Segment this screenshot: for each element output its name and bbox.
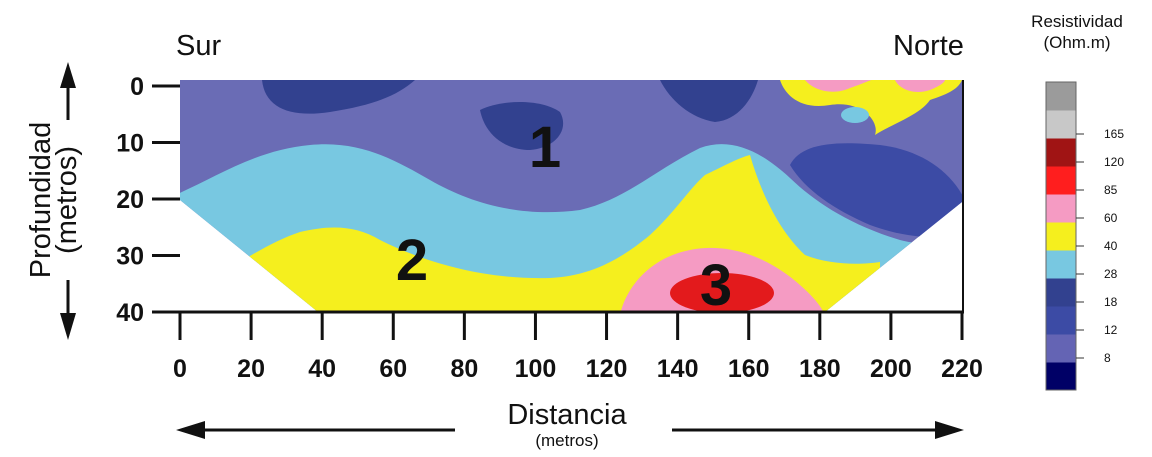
y-axis-up-arrow <box>60 62 76 120</box>
layer-deep-blue <box>790 143 962 238</box>
resistivity-section <box>180 80 962 312</box>
colorbar-swatch <box>1046 110 1076 139</box>
y-tick-label: 30 <box>116 243 144 271</box>
layer-red-core <box>670 273 774 312</box>
y-tick-label: 40 <box>116 299 144 327</box>
x-tick-label: 180 <box>799 355 841 383</box>
x-tick-label: 20 <box>237 355 265 383</box>
colorbar-swatch <box>1046 82 1076 111</box>
colorbar-title-line1: Resistividad <box>1031 12 1123 31</box>
colorbar-label: 8 <box>1104 351 1111 365</box>
layer-yellow-top <box>780 80 962 135</box>
direction-north-label: Norte <box>893 30 964 62</box>
colorbar-swatch <box>1046 250 1076 279</box>
colorbar-swatch <box>1046 334 1076 363</box>
x-axis-unit: (metros) <box>535 431 598 450</box>
y-tick-label: 10 <box>116 130 144 158</box>
colorbar-swatch <box>1046 138 1076 167</box>
x-axis-left-arrow <box>176 421 455 439</box>
x-tick-label: 0 <box>173 355 187 383</box>
layer-pink-top <box>805 80 945 92</box>
zone-label-2: 2 <box>396 228 428 293</box>
layer-darkest-blue-3 <box>480 102 564 150</box>
y-axis-title: Profundidad (metros) <box>25 122 83 278</box>
colorbar-swatch <box>1046 278 1076 307</box>
colorbar-label: 60 <box>1104 211 1118 225</box>
x-tick-label: 200 <box>870 355 912 383</box>
colorbar-label: 40 <box>1104 239 1118 253</box>
y-axis-unit: (metros) <box>51 146 83 254</box>
x-tick-label: 120 <box>586 355 628 383</box>
colorbar-swatch <box>1046 166 1076 195</box>
layer-cyan-top <box>841 107 869 123</box>
x-tick-label: 80 <box>450 355 478 383</box>
x-axis-ticks: 0 20 40 60 80 100 120 140 160 180 200 220 <box>173 312 983 383</box>
x-tick-label: 40 <box>308 355 336 383</box>
colorbar-label: 120 <box>1104 155 1124 169</box>
y-axis-ticks: 0 10 20 30 40 <box>116 73 180 327</box>
y-axis-down-arrow <box>60 280 76 340</box>
colorbar-label: 28 <box>1104 267 1118 281</box>
x-tick-label: 60 <box>379 355 407 383</box>
zone-label-3: 3 <box>700 253 732 318</box>
direction-south-label: Sur <box>176 30 221 62</box>
colorbar-label: 165 <box>1104 127 1124 141</box>
colorbar-label: 18 <box>1104 295 1118 309</box>
colorbar-title-line2: (Ohm.m) <box>1043 33 1110 52</box>
colorbar-swatch <box>1046 362 1076 391</box>
colorbar-label: 85 <box>1104 183 1118 197</box>
layer-darkest-blue-2 <box>660 80 758 122</box>
layer-darkest-blue <box>262 80 415 114</box>
colorbar-label: 12 <box>1104 323 1118 337</box>
x-axis-label: Distancia <box>507 399 627 431</box>
colorbar-swatch <box>1046 222 1076 251</box>
colorbar-swatch <box>1046 306 1076 335</box>
colorbar-frame <box>1045 81 1077 391</box>
zone-label-1: 1 <box>529 115 561 180</box>
y-axis-label: Profundidad <box>25 122 57 278</box>
y-tick-label: 20 <box>116 186 144 214</box>
x-tick-label: 100 <box>515 355 557 383</box>
colorbar: 8 12 18 28 40 60 85 120 165 <box>1045 81 1124 391</box>
x-tick-label: 220 <box>941 355 983 383</box>
x-tick-label: 160 <box>728 355 770 383</box>
x-tick-label: 140 <box>657 355 699 383</box>
y-tick-label: 0 <box>130 73 144 101</box>
x-axis-right-arrow <box>672 421 964 439</box>
colorbar-swatch <box>1046 194 1076 223</box>
